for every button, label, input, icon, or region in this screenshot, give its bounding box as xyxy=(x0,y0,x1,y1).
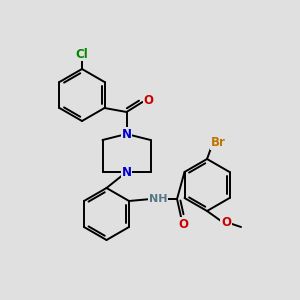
Text: O: O xyxy=(143,94,154,106)
Text: N: N xyxy=(122,166,131,178)
Text: Cl: Cl xyxy=(76,47,88,61)
Text: NH: NH xyxy=(149,194,167,204)
Text: O: O xyxy=(178,218,188,230)
Text: O: O xyxy=(221,217,231,230)
Text: N: N xyxy=(122,128,131,140)
Text: Br: Br xyxy=(211,136,226,149)
